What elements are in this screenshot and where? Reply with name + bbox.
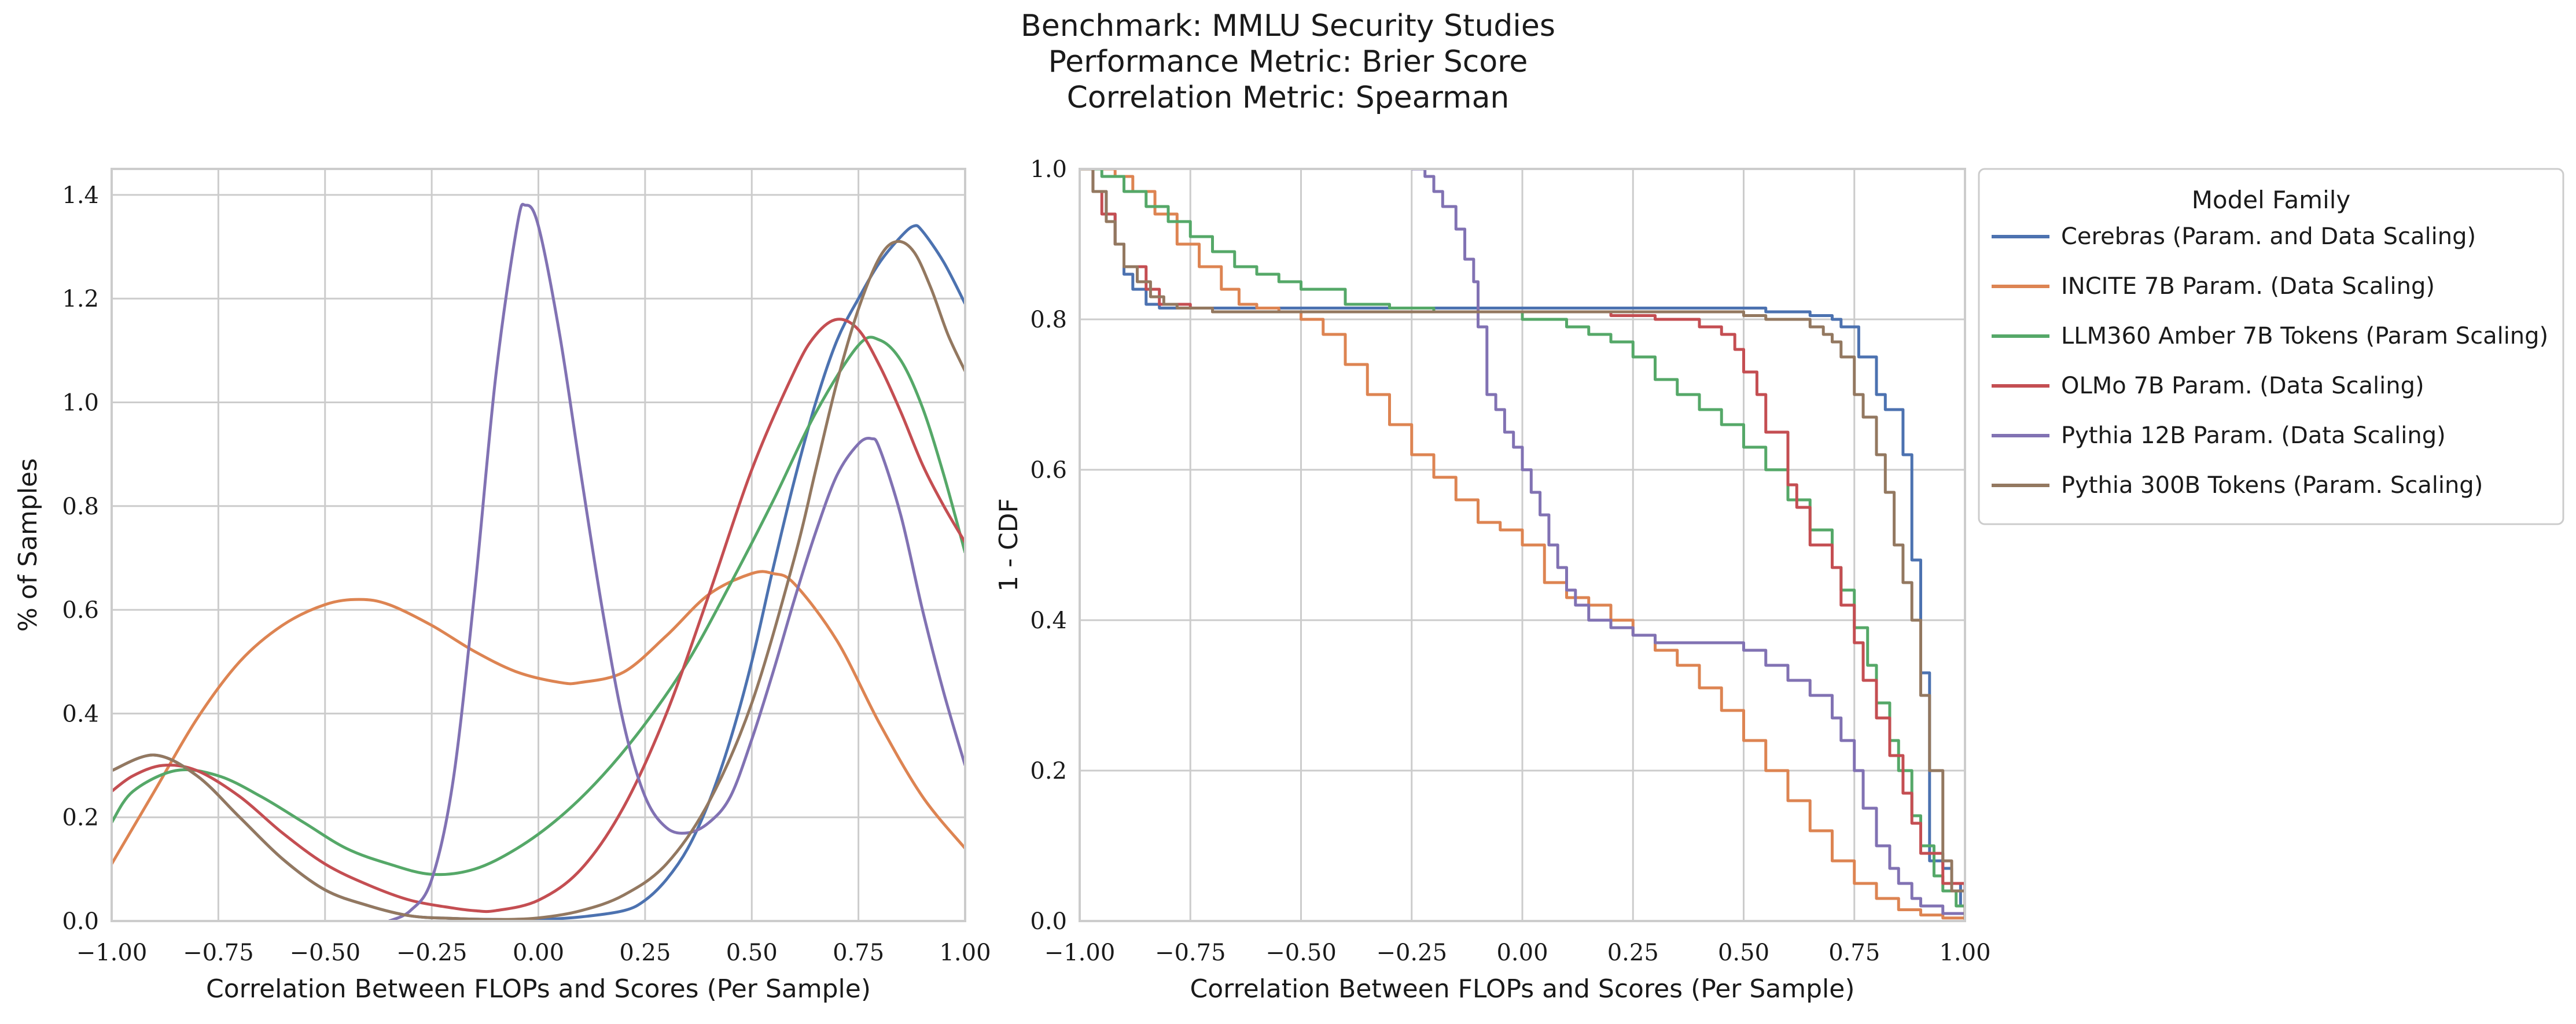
survival-ytick-label: 0.6 [1030,457,1067,484]
survival-xtick-label: 1.00 [1939,940,1990,966]
survival-series-pythia-300b-tokens-param-scaling [1080,169,1965,921]
survival-xtick-label: −0.50 [1265,940,1337,966]
kde-ytick-label: 0.8 [62,493,99,520]
legend-frame [1978,168,2564,525]
legend-entry-olmo-7b-param-data-scaling: OLMo 7B Param. (Data Scaling) [2061,373,2424,399]
kde-ytick-label: 1.2 [62,286,99,312]
kde-ytick-label: 1.0 [62,389,99,416]
survival-xtick-label: 0.75 [1828,940,1880,966]
kde-ytick-label: 0.6 [62,597,99,624]
kde-x-axis-label: Correlation Between FLOPs and Scores (Pe… [206,974,871,1004]
survival-y-axis-label: 1 - CDF [994,498,1024,592]
survival-panel: −1.00 −0.75 −0.50 −0.25 0.00 0.25 0.50 0.75 1.00… [994,156,1991,1004]
survival-ytick-label: 0.0 [1030,908,1067,935]
survival-xtick-label: 0.25 [1607,940,1659,966]
kde-y-axis-label: % of Samples [13,458,43,632]
kde-series-incite-7b-param-data-scaling [112,570,965,865]
legend-entry-cerebras-param-and-data-scaling: Cerebras (Param. and Data Scaling) [2061,223,2476,250]
survival-series-pythia-12b-param-data-scaling [1411,169,1965,921]
suptitle-line-performance-metric: Performance Metric: Brier Score [1048,45,1528,79]
kde-ytick-label: 0.4 [62,701,99,727]
kde-series-group [112,202,965,921]
kde-xtick-label: −0.25 [396,940,468,966]
legend-entry-incite-7b-param-data-scaling: INCITE 7B Param. (Data Scaling) [2061,273,2435,300]
survival-xtick-label: −1.00 [1044,940,1116,966]
kde-series-pythia-300b-tokens-param-scaling [112,240,965,921]
survival-series-llm360-amber-7b-tokens-param-scaling [1080,169,1965,921]
kde-series-olmo-7b-param-data-scaling [112,318,965,914]
survival-ytick-label: 0.8 [1030,307,1067,333]
legend-entry-pythia-12b-param-data-scaling: Pythia 12B Param. (Data Scaling) [2061,422,2446,449]
legend-entry-llm360-amber-7b-tokens-param-scaling: LLM360 Amber 7B Tokens (Param Scaling) [2061,323,2548,349]
kde-ytick-label: 0.2 [62,805,99,831]
survival-series-olmo-7b-param-data-scaling [1080,169,1965,921]
kde-ytick-label: 1.4 [62,182,99,209]
kde-panel: −1.00 −0.75 −0.50 −0.25 0.00 0.25 0.50 0.75 1.00… [13,168,991,1004]
legend-entry-pythia-300b-tokens-param-scaling: Pythia 300B Tokens (Param. Scaling) [2061,472,2483,499]
suptitle-line-correlation-metric: Correlation Metric: Spearman [1066,80,1510,115]
suptitle-line-benchmark: Benchmark: MMLU Security Studies [1021,9,1555,43]
survival-plot-frame [1079,168,1966,922]
legend: Model Family Cerebras (Param. and Data Sc… [1978,168,2564,525]
figure-suptitle: Benchmark: MMLU Security Studies Perform… [0,8,2576,116]
kde-xtick-label: −1.00 [76,940,148,966]
kde-xtick-label: −0.75 [183,940,254,966]
kde-xtick-label: 0.50 [726,940,778,966]
kde-xtick-label: −0.50 [289,940,360,966]
kde-series-pythia-12b-param-data-scaling [388,202,965,921]
kde-xtick-label: 0.00 [513,940,564,966]
kde-xtick-label: 1.00 [939,940,991,966]
kde-ytick-label: 0.0 [62,908,99,935]
survival-ytick-label: 1.0 [1030,156,1067,183]
survival-series-group [1080,169,1965,921]
survival-xtick-label: −0.25 [1376,940,1447,966]
survival-xtick-label: 0.00 [1496,940,1548,966]
kde-xtick-label: 0.25 [619,940,671,966]
kde-series-llm360-amber-7b-tokens-param-scaling [112,336,965,876]
survival-x-axis-label: Correlation Between FLOPs and Scores (Pe… [1190,974,1854,1004]
survival-ytick-label: 0.2 [1030,758,1067,784]
survival-xtick-label: −0.75 [1155,940,1226,966]
kde-xtick-label: 0.75 [833,940,884,966]
survival-xtick-label: 0.50 [1718,940,1769,966]
legend-title: Model Family [2192,186,2351,214]
survival-series-incite-7b-param-data-scaling [1080,169,1965,921]
kde-plot-frame [111,168,966,922]
survival-ytick-label: 0.4 [1030,607,1067,634]
